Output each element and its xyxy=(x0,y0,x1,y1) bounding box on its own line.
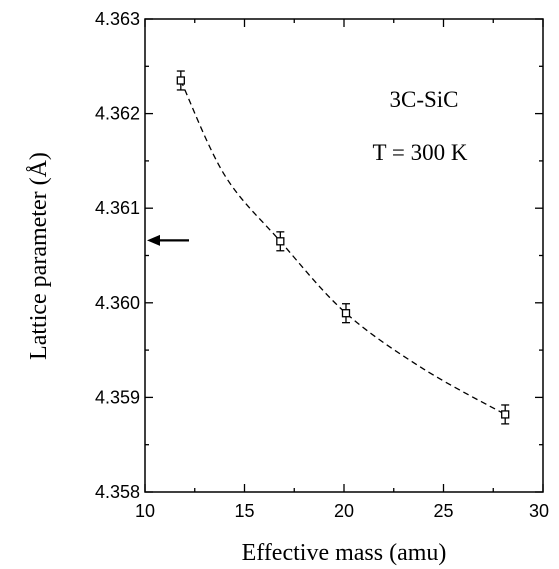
y-tick-label: 4.361 xyxy=(95,198,140,218)
x-tick-labels: 10 15 20 25 30 xyxy=(135,501,549,521)
x-tick-label: 15 xyxy=(234,501,254,521)
x-axis-title: Effective mass (amu) xyxy=(242,540,447,566)
annotation-material: 3C-SiC xyxy=(389,87,458,112)
x-tick-label: 10 xyxy=(135,501,155,521)
y-tick-label: 4.363 xyxy=(95,9,140,29)
axis-ticks xyxy=(144,18,544,493)
y-axis-title: Lattice parameter (Å) xyxy=(26,152,52,360)
data-point xyxy=(341,309,351,318)
data-point xyxy=(501,410,510,419)
y-tick-label: 4.359 xyxy=(95,387,140,407)
data-point xyxy=(276,237,285,246)
y-tick-label: 4.360 xyxy=(95,293,140,313)
arrow-marker xyxy=(147,234,189,246)
y-tick-labels: 4.358 4.359 4.360 4.361 4.362 4.363 xyxy=(95,9,140,502)
x-tick-label: 20 xyxy=(334,501,354,521)
data-points xyxy=(176,70,510,425)
y-tick-label: 4.362 xyxy=(95,104,140,124)
annotation-temperature: T = 300 K xyxy=(373,140,468,165)
fit-curve xyxy=(180,80,506,415)
x-tick-label: 25 xyxy=(433,501,453,521)
y-tick-label: 4.358 xyxy=(95,482,140,502)
arrow-head xyxy=(147,234,160,246)
x-tick-label: 30 xyxy=(529,501,549,521)
plot-frame xyxy=(144,18,544,493)
data-point xyxy=(176,76,185,85)
